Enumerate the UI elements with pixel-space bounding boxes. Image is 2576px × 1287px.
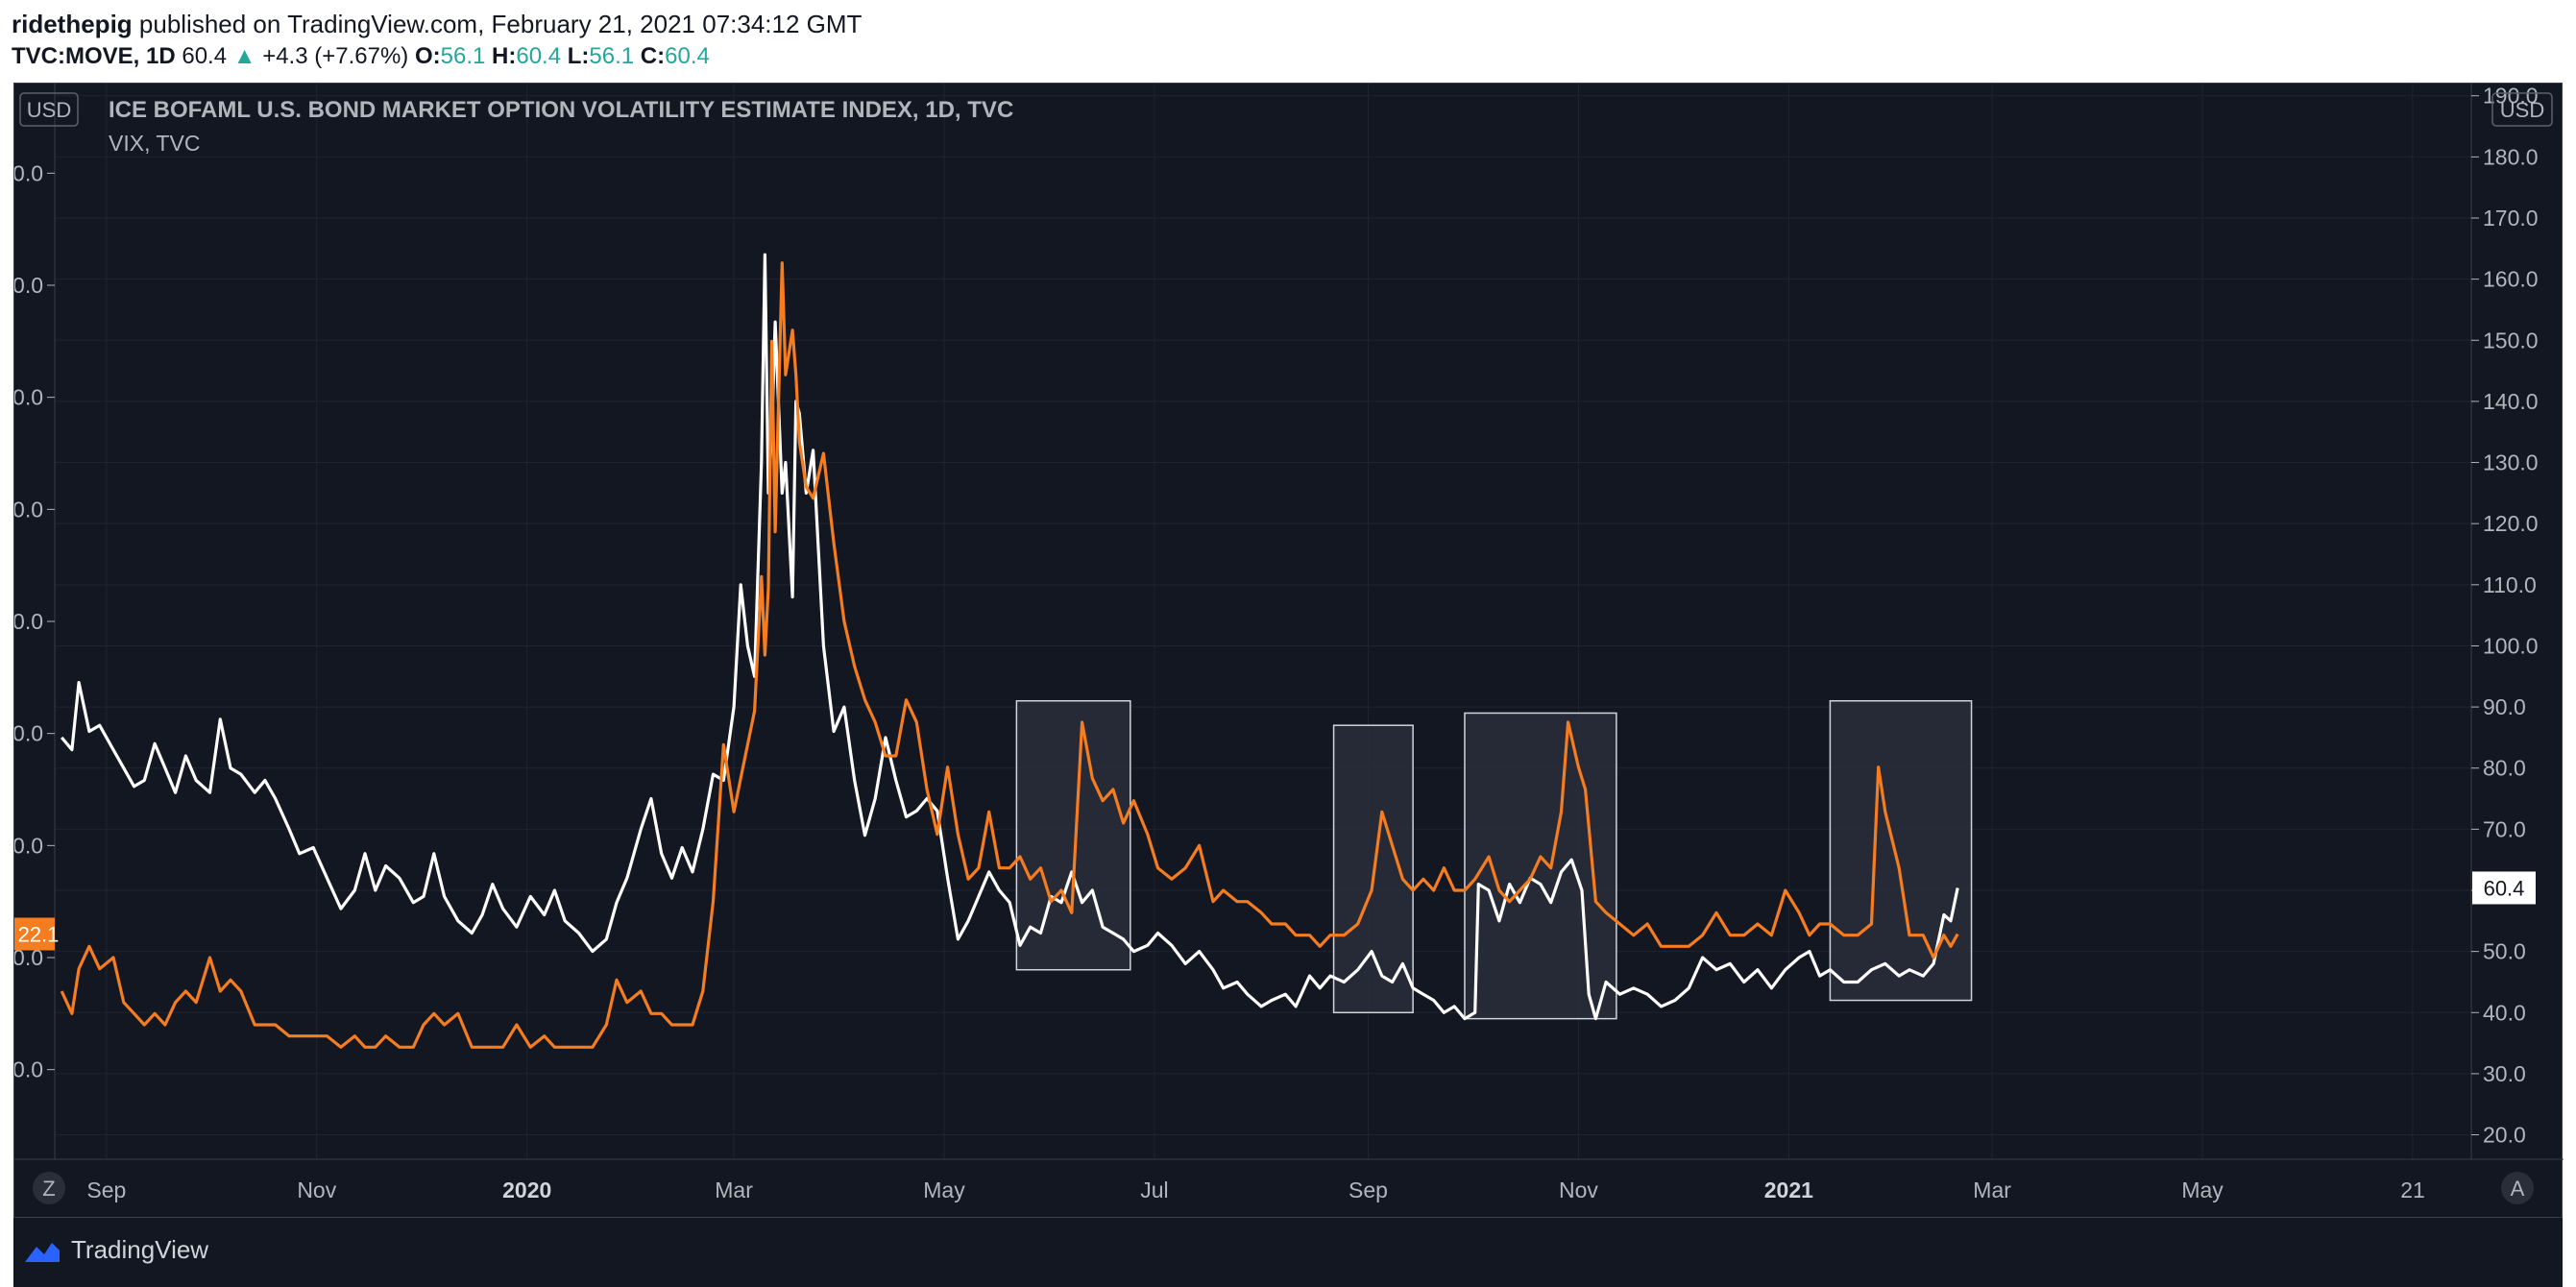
time-tick-label: 2021 bbox=[1764, 1178, 1813, 1202]
footer-bar: TradingView bbox=[13, 1218, 2563, 1287]
series-line-vix[interactable] bbox=[60, 261, 1959, 1049]
vix-last-value: 22.1 bbox=[18, 923, 60, 947]
last-price: 60.4 bbox=[182, 43, 228, 69]
timezone-icon: Z bbox=[42, 1177, 55, 1201]
open-value: 56.1 bbox=[440, 43, 486, 69]
left-tick-label: 90.0 bbox=[14, 160, 43, 185]
right-tick-label: 20.0 bbox=[2483, 1123, 2526, 1148]
right-tick-label: 80.0 bbox=[2483, 756, 2526, 781]
time-tick-label: Nov bbox=[297, 1178, 336, 1202]
right-tick-label: 50.0 bbox=[2483, 939, 2526, 964]
series-line-move[interactable] bbox=[60, 253, 1959, 1021]
price-change: +4.3 (+7.67%) bbox=[262, 43, 409, 69]
left-tick-label: 10.0 bbox=[14, 1057, 43, 1082]
close-value: 60.4 bbox=[665, 43, 710, 69]
low-label: L: bbox=[567, 43, 590, 69]
auto-scale-icon: A bbox=[2511, 1177, 2525, 1201]
right-currency-label: USD bbox=[2500, 98, 2544, 122]
chart-panel[interactable]: 10.020.030.040.050.060.070.080.090.020.0… bbox=[13, 83, 2564, 1219]
author-name[interactable]: ridethepig bbox=[12, 10, 133, 38]
move-last-value: 60.4 bbox=[2484, 876, 2525, 900]
chart-canvas[interactable]: 10.020.030.040.050.060.070.080.090.020.0… bbox=[14, 84, 2564, 1219]
symbol-info: TVC:MOVE, 1D 60.4 ▲ +4.3 (+7.67%) O:56.1… bbox=[12, 40, 2509, 73]
right-tick-label: 150.0 bbox=[2483, 328, 2539, 352]
tradingview-cloud-icon bbox=[25, 1242, 60, 1262]
left-tick-label: 30.0 bbox=[14, 833, 43, 858]
highlight-box[interactable] bbox=[1829, 699, 1973, 1002]
auto-scale-button[interactable] bbox=[2501, 1172, 2534, 1204]
tradingview-logo[interactable]: TradingView bbox=[19, 1235, 208, 1265]
low-value: 56.1 bbox=[589, 43, 635, 69]
right-tick-label: 140.0 bbox=[2483, 389, 2539, 414]
time-tick-label: May bbox=[2181, 1178, 2224, 1202]
right-currency-badge[interactable] bbox=[2491, 92, 2553, 127]
chart-subtitle: VIX, TVC bbox=[109, 131, 200, 156]
right-tick-label: 170.0 bbox=[2483, 206, 2539, 231]
move-last-value-badge bbox=[2472, 871, 2536, 905]
left-tick-label: 50.0 bbox=[14, 609, 43, 634]
right-tick-label: 160.0 bbox=[2483, 267, 2539, 292]
time-tick-label: Mar bbox=[715, 1178, 753, 1202]
time-tick-label: 21 bbox=[2400, 1178, 2425, 1202]
right-tick-label: 180.0 bbox=[2483, 144, 2539, 169]
high-value: 60.4 bbox=[516, 43, 562, 69]
left-tick-label: 60.0 bbox=[14, 497, 43, 522]
time-tick-label: Sep bbox=[86, 1178, 126, 1202]
time-tick-label: Sep bbox=[1349, 1178, 1388, 1202]
left-tick-label: 70.0 bbox=[14, 385, 43, 410]
left-tick-label: 80.0 bbox=[14, 273, 43, 298]
time-tick-label: May bbox=[923, 1178, 965, 1202]
vix-last-value-badge bbox=[14, 917, 55, 951]
publish-info: ridethepig published on TradingView.com,… bbox=[12, 8, 2509, 40]
chart-title: ICE BOFAML U.S. BOND MARKET OPTION VOLAT… bbox=[109, 97, 1013, 123]
open-label: O: bbox=[414, 43, 441, 69]
right-tick-label: 90.0 bbox=[2483, 694, 2526, 719]
right-tick-label: 100.0 bbox=[2483, 633, 2539, 658]
publish-header: ridethepig published on TradingView.com,… bbox=[12, 8, 2509, 75]
published-text: published on TradingView.com, February 2… bbox=[132, 10, 863, 38]
time-tick-label: Jul bbox=[1140, 1178, 1168, 1202]
timezone-button[interactable] bbox=[33, 1172, 65, 1204]
right-tick-label: 120.0 bbox=[2483, 511, 2539, 536]
right-tick-label: 30.0 bbox=[2483, 1061, 2526, 1086]
time-tick-label: 2020 bbox=[502, 1178, 551, 1202]
high-label: H: bbox=[492, 43, 517, 69]
highlight-box[interactable] bbox=[1015, 699, 1131, 971]
time-tick-label: Nov bbox=[1559, 1178, 1598, 1202]
left-currency-badge[interactable] bbox=[19, 92, 79, 127]
symbol-name: TVC:MOVE, 1D bbox=[12, 43, 176, 69]
close-label: C: bbox=[640, 43, 666, 69]
up-triangle-icon: ▲ bbox=[232, 43, 256, 69]
left-currency-label: USD bbox=[27, 98, 71, 122]
left-tick-label: 40.0 bbox=[14, 721, 43, 746]
right-tick-label: 40.0 bbox=[2483, 1000, 2526, 1025]
right-tick-label: 130.0 bbox=[2483, 450, 2539, 475]
right-tick-label: 70.0 bbox=[2483, 816, 2526, 841]
tradingview-brand: TradingView bbox=[71, 1235, 209, 1264]
time-tick-label: Mar bbox=[1973, 1178, 2011, 1202]
right-tick-label: 110.0 bbox=[2483, 572, 2537, 597]
